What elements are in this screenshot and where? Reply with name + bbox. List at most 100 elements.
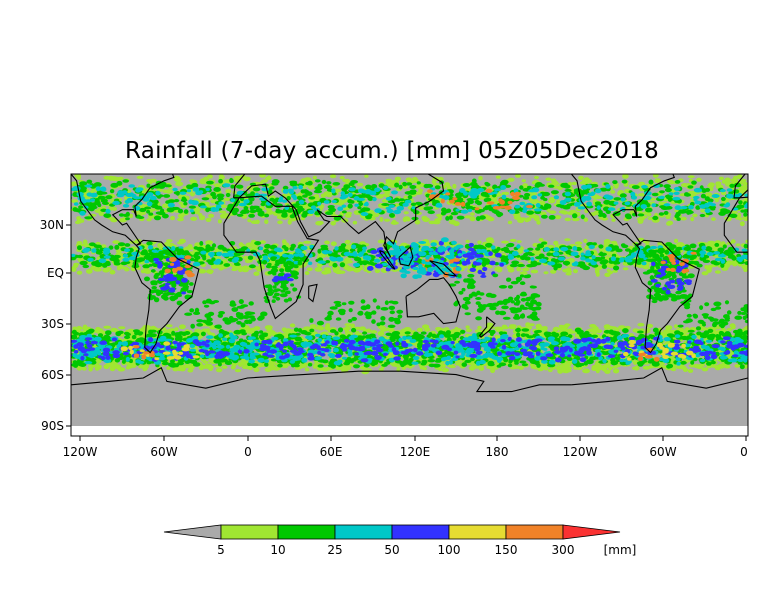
rain-cell xyxy=(441,357,446,361)
rain-cell xyxy=(760,353,765,358)
rain-cell xyxy=(133,329,140,332)
rain-cell xyxy=(588,334,592,338)
rain-cell xyxy=(252,353,260,356)
rain-cell xyxy=(449,360,453,365)
rain-cell xyxy=(248,367,252,370)
rain-cell xyxy=(541,364,546,369)
rain-cell xyxy=(752,349,757,353)
rain-cell xyxy=(242,366,249,369)
rain-cell xyxy=(756,354,763,359)
rain-cell xyxy=(743,335,748,339)
rain-cell xyxy=(608,326,614,330)
rain-cell xyxy=(162,362,169,365)
rain-cell xyxy=(750,357,754,361)
rain-cell xyxy=(303,326,311,329)
rain-cell xyxy=(771,353,777,358)
rain-cell xyxy=(67,340,72,345)
rain-cell xyxy=(452,336,456,341)
rain-cell xyxy=(309,329,314,333)
rain-cell xyxy=(522,363,528,366)
rain-cell xyxy=(209,367,213,371)
rain-cell xyxy=(438,367,442,371)
rain-cell xyxy=(768,324,772,329)
rain-cell xyxy=(146,334,152,337)
rain-cell xyxy=(750,340,757,344)
rain-cell xyxy=(446,330,451,335)
rain-cell xyxy=(674,324,678,328)
rain-cell xyxy=(384,362,390,365)
rain-cell xyxy=(568,331,572,334)
rain-cell xyxy=(350,335,358,339)
rain-cell xyxy=(780,346,784,350)
rain-cell xyxy=(780,329,784,333)
rain-cell xyxy=(521,328,529,331)
rain-cell xyxy=(758,334,763,338)
rain-cell xyxy=(254,326,261,330)
rain-cell xyxy=(535,356,541,360)
rain-cell xyxy=(778,351,783,355)
rain-cell xyxy=(301,358,307,363)
rain-cell xyxy=(446,356,451,360)
rain-cell xyxy=(567,357,573,361)
rain-cell xyxy=(755,356,760,359)
rain-cell xyxy=(767,347,774,352)
rain-cell xyxy=(653,328,659,333)
rain-cell xyxy=(765,327,772,332)
rain-cell xyxy=(762,337,769,340)
rain-cell xyxy=(342,357,347,360)
rain-cell xyxy=(264,359,269,363)
rain-cell xyxy=(294,328,299,332)
rain-cell xyxy=(259,330,263,334)
rain-cell xyxy=(680,361,687,365)
rain-cell xyxy=(766,354,771,358)
rain-cell xyxy=(774,340,779,344)
rain-cell xyxy=(424,353,432,357)
rain-cell xyxy=(190,349,196,352)
rain-cell xyxy=(551,332,556,337)
rain-cell xyxy=(118,326,125,329)
rain-cell xyxy=(161,336,166,341)
rain-cell xyxy=(146,361,151,364)
rain-cell xyxy=(760,337,766,342)
rain-cell xyxy=(122,360,126,364)
rain-cell xyxy=(176,335,183,339)
rain-cell xyxy=(239,329,245,333)
rain-cell xyxy=(170,359,175,363)
rain-cell xyxy=(760,327,767,332)
rain-cell xyxy=(282,327,287,331)
rain-cell xyxy=(763,368,771,371)
rain-cell xyxy=(413,356,420,360)
rain-cell xyxy=(519,361,526,364)
rain-cell xyxy=(765,358,772,362)
rain-cell xyxy=(464,360,471,363)
rain-cell xyxy=(466,325,470,328)
rain-cell xyxy=(776,358,781,361)
rain-cell xyxy=(780,354,784,358)
rain-cell xyxy=(637,331,644,334)
rain-cell xyxy=(229,332,233,337)
rain-cell xyxy=(777,342,782,347)
rain-cell xyxy=(359,326,366,330)
rain-cell xyxy=(110,328,118,332)
rain-cell xyxy=(663,330,670,333)
rain-cell xyxy=(756,335,760,340)
rain-cell xyxy=(758,362,764,366)
rain-cell xyxy=(762,352,767,355)
rain-cell xyxy=(187,369,193,372)
rain-cell xyxy=(762,353,767,357)
rain-cell xyxy=(83,325,87,329)
rain-cell xyxy=(515,328,521,332)
rain-cell xyxy=(479,366,485,371)
rain-cell xyxy=(118,367,126,371)
rain-cell xyxy=(366,329,371,333)
rain-cell xyxy=(126,357,130,362)
rain-cell xyxy=(333,336,341,340)
rain-cell xyxy=(289,335,297,338)
rain-cell xyxy=(730,323,736,328)
rain-cell xyxy=(487,361,494,365)
rain-cell xyxy=(752,330,757,335)
rain-cell xyxy=(622,328,629,333)
rain-cell xyxy=(779,348,784,352)
rain-cell xyxy=(733,330,739,334)
rain-cell xyxy=(759,357,765,360)
